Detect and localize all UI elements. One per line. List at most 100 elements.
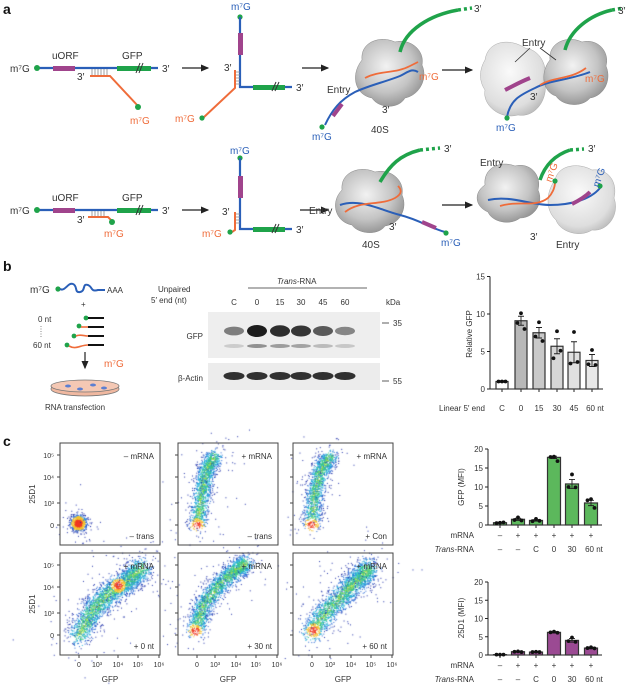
cap-dot-icon xyxy=(34,65,40,71)
break-mark-icon xyxy=(135,62,144,74)
data-point xyxy=(585,646,590,650)
cap-label: m⁷G xyxy=(230,146,250,157)
mrna-condition: + xyxy=(534,531,539,540)
data-point xyxy=(501,652,506,657)
y-tick-label: 20 xyxy=(474,578,483,587)
y-tick-label: 0 xyxy=(481,385,486,394)
flow-plot-panel: + mRNA + 30 nt 0 10³ 10⁴ 10⁵ 10⁶ GFP xyxy=(175,552,282,684)
flow-plot-panel: + mRNA + Con xyxy=(290,442,394,546)
data-point xyxy=(573,639,578,644)
three-prime-label: 3′ xyxy=(222,207,230,218)
category-label: – xyxy=(516,545,521,554)
category-label: – xyxy=(498,545,503,554)
trans-rna-series-icon xyxy=(64,315,104,349)
data-point xyxy=(592,646,597,651)
y-axis-label: 25D1 xyxy=(28,594,37,614)
data-point xyxy=(593,363,598,367)
actin-band xyxy=(269,372,291,380)
y-tick-label: 5 xyxy=(481,348,486,357)
condition-bottom-label: + Con xyxy=(365,532,387,541)
category-label: C xyxy=(533,675,539,684)
y-tick-label: 10³ xyxy=(44,611,55,618)
data-point xyxy=(586,362,591,367)
actin-band xyxy=(334,372,356,380)
category-label: 0 xyxy=(552,675,557,684)
mrna-row-label: mRNA xyxy=(450,531,474,540)
data-point xyxy=(519,311,523,316)
category-label: – xyxy=(498,675,503,684)
flow-plot-panel: + mRNA + 60 nt 0 10³ 10⁴ 10⁵ 10⁶ GFP xyxy=(290,552,397,684)
three-prime-label: 3′ xyxy=(389,222,397,233)
data-point xyxy=(519,518,524,523)
reporter-cap-label: m⁷G xyxy=(30,285,50,296)
trans-cap-label: m⁷G xyxy=(202,229,222,240)
ribosome-label-40s: 40S xyxy=(371,125,389,136)
y-tick-label: 0 xyxy=(479,521,484,530)
y-tick-label: 20 xyxy=(474,445,483,454)
y-tick-label: 10⁵ xyxy=(43,563,54,570)
marker-55: 55 xyxy=(393,377,402,386)
actin-band xyxy=(223,372,245,380)
cap-label: m⁷G xyxy=(496,123,516,134)
plot-frame xyxy=(177,552,279,656)
trans-cap-label: m⁷G xyxy=(585,74,605,85)
data-point xyxy=(552,454,556,459)
data-point xyxy=(570,635,574,640)
x-tick-label: 10⁵ xyxy=(251,662,262,669)
data-point xyxy=(512,518,517,522)
data-point xyxy=(494,521,499,525)
x-tick-label: 10⁶ xyxy=(154,662,165,669)
category-label: 0 xyxy=(552,545,557,554)
data-point xyxy=(516,649,520,654)
y-tick-label: 10⁵ xyxy=(43,453,54,460)
x-axis-label: GFP xyxy=(220,675,236,684)
lane-label: 15 xyxy=(276,298,285,307)
data-point xyxy=(537,518,542,523)
data-point xyxy=(501,520,506,525)
flow-plot-panel: – mRNA – trans 10⁵ 10⁴ 10³ 0 25D1 xyxy=(28,442,161,546)
gfp-row-label: GFP xyxy=(187,332,203,341)
data-point xyxy=(494,652,499,657)
three-prime-label: 3′ xyxy=(382,105,390,116)
y-axis-label: GFP (MFI) xyxy=(457,468,466,506)
condition-top-label: + mRNA xyxy=(242,562,273,571)
y-tick-label: 5 xyxy=(479,633,484,642)
y-tick-label: 10 xyxy=(476,310,485,319)
x-tick-label: 0 xyxy=(195,662,199,669)
data-point xyxy=(555,459,560,464)
flow-cytometry-plots: – mRNA – trans 10⁵ 10⁴ 10³ 0 25D1 + mRNA – trans… xyxy=(28,442,397,684)
plot-frame xyxy=(292,442,394,546)
data-point xyxy=(540,339,545,343)
category-label: 30 xyxy=(553,404,562,413)
three-prime-label: 3′ xyxy=(162,64,170,75)
y-tick-label: 10³ xyxy=(44,501,55,508)
mrna-row-label: mRNA xyxy=(450,661,474,670)
y-tick-label: 15 xyxy=(476,273,485,282)
error-bar xyxy=(589,354,595,367)
marker-35: 35 xyxy=(393,319,402,328)
y-axis-label: 25D1 (MFI) xyxy=(457,597,466,638)
gfp-segment xyxy=(117,66,151,71)
condition-bottom-label: – trans xyxy=(130,532,154,541)
entry-label: Entry xyxy=(309,206,332,217)
gfp-lower-band xyxy=(270,344,290,348)
gfp-lower-band xyxy=(247,344,267,348)
data-point xyxy=(534,649,538,654)
panel-label-c: c xyxy=(3,433,11,449)
data-point xyxy=(537,320,541,325)
y-tick-label: 0 xyxy=(50,523,54,530)
category-label: 30 xyxy=(568,675,577,684)
bar xyxy=(546,631,562,656)
lane-label: 0 xyxy=(255,298,260,307)
gfp-lower-band xyxy=(313,344,333,348)
error-bar xyxy=(554,338,560,355)
mrna-condition: – xyxy=(498,661,503,670)
lane-label: 45 xyxy=(319,298,328,307)
trans-rna-group-label: Trans-RNA xyxy=(277,277,317,286)
data-point xyxy=(530,519,535,524)
polya-label: AAA xyxy=(107,286,124,295)
cap-label: m⁷G xyxy=(441,238,461,249)
data-point xyxy=(522,327,527,331)
plot-frame xyxy=(59,442,161,546)
condition-top-label: + mRNA xyxy=(242,452,273,461)
